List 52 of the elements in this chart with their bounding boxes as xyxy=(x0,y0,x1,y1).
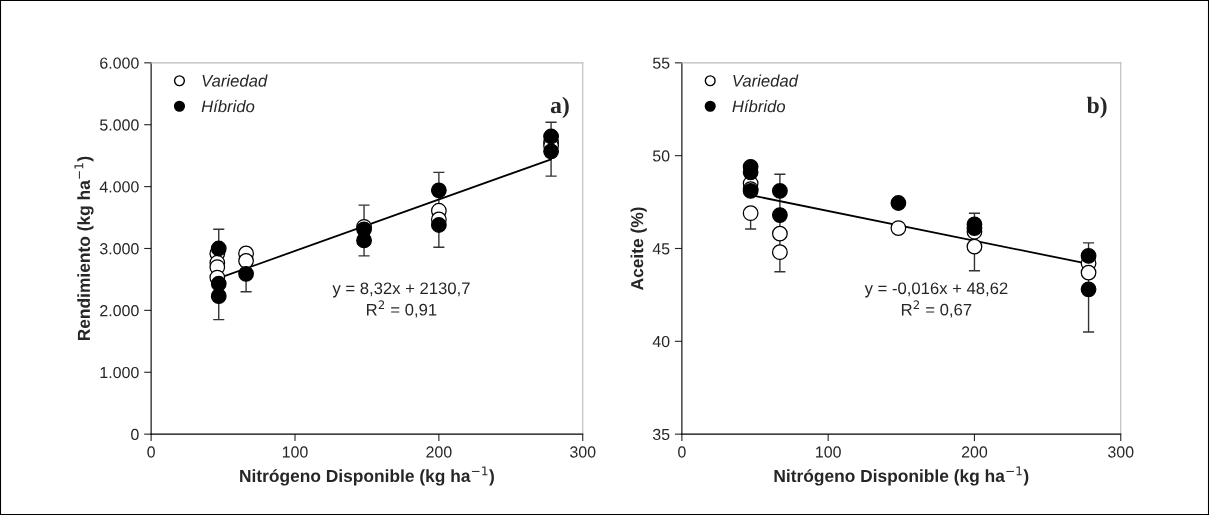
y-tick-label: 1.000 xyxy=(100,366,139,379)
point xyxy=(966,238,983,255)
y-tick-label: 35 xyxy=(652,428,670,441)
x-axis-title: Nitrógeno Disponible (kg ha$^{−1}$) xyxy=(240,466,494,486)
point xyxy=(771,244,788,261)
legend-label: Variedad xyxy=(733,74,799,87)
y-tick-label: 45 xyxy=(652,243,670,255)
y-axis-title: Rendimiento (kg ha$^{−1}$) xyxy=(74,156,94,341)
x-tick-label: 100 xyxy=(816,446,841,458)
y-tick-label: 4.000 xyxy=(99,181,139,193)
point xyxy=(890,195,907,211)
point xyxy=(1080,281,1097,298)
x-axis-title: Nitrógeno Disponible (kg ha$^{−1}$) xyxy=(774,466,1029,486)
x-tick-label: 100 xyxy=(282,446,308,458)
point xyxy=(771,225,788,242)
x-tick-label: 300 xyxy=(570,446,596,458)
point xyxy=(430,182,447,199)
point xyxy=(356,232,372,249)
y-tick-label: 5.000 xyxy=(99,119,139,131)
legend-label: Híbrido xyxy=(201,99,255,113)
point xyxy=(238,252,254,269)
point xyxy=(210,240,227,257)
x-tick-label: 300 xyxy=(1108,446,1134,458)
y-tick-label: 3.000 xyxy=(99,243,139,255)
x-tick-label: 0 xyxy=(678,446,686,458)
point xyxy=(1080,248,1097,264)
legend-label: Híbrido xyxy=(732,99,786,113)
y-axis-title: Aceite (%) xyxy=(630,207,647,291)
point xyxy=(238,265,254,282)
annotation: y = -0,016x + 48,62 R$^{2}$ = 0,67 xyxy=(864,282,1008,318)
point xyxy=(742,205,759,222)
legend-label: Variedad xyxy=(202,74,268,87)
annotation: y = 8,32x + 2130,7 R$^{2}$ = 0,91 xyxy=(332,282,470,318)
x-tick-label: 200 xyxy=(961,446,988,458)
y-tick-label: 2.000 xyxy=(100,305,139,317)
point xyxy=(543,128,559,145)
y-tick-label: 50 xyxy=(652,150,670,162)
x-tick-label: 200 xyxy=(426,446,452,458)
point xyxy=(771,207,788,223)
point xyxy=(771,183,788,199)
y-tick-label: 55 xyxy=(652,57,670,69)
annotation: b) xyxy=(1086,96,1107,119)
y-tick-label: 6.000 xyxy=(100,57,139,69)
point xyxy=(890,220,907,236)
point xyxy=(543,143,559,160)
y-tick-label: 40 xyxy=(652,335,670,348)
annotation: a) xyxy=(550,96,569,119)
point xyxy=(1080,264,1097,281)
point xyxy=(210,288,227,305)
point xyxy=(430,217,447,233)
y-tick-label: 0 xyxy=(131,428,139,441)
x-tick-label: 0 xyxy=(147,446,155,458)
